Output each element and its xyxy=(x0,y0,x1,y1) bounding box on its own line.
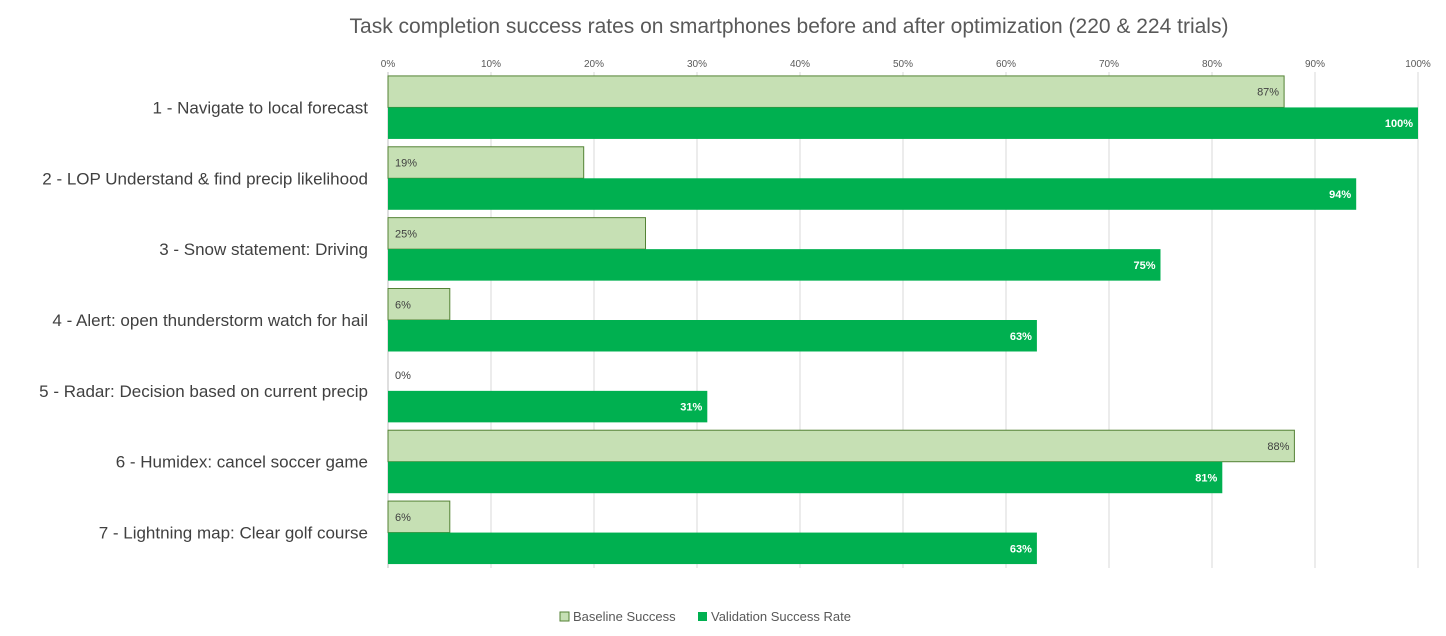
validation-data-label: 100% xyxy=(1385,118,1413,130)
baseline-bar xyxy=(387,217,646,250)
category-labels: 1 - Navigate to local forecast 2 - LOP Un… xyxy=(39,98,368,542)
category-label: 7 - Lightning map: Clear golf course xyxy=(99,524,368,543)
chart-title: Task completion success rates on smartph… xyxy=(350,15,1229,38)
legend-swatch xyxy=(698,612,707,621)
x-tick-label: 40% xyxy=(790,59,810,70)
x-tick-label: 0% xyxy=(381,59,396,70)
validation-bar xyxy=(388,320,1037,352)
baseline-data-label: 87% xyxy=(1257,87,1279,99)
legend-swatch xyxy=(559,611,570,622)
validation-data-label: 81% xyxy=(1195,472,1217,484)
validation-data-label: 63% xyxy=(1010,331,1032,343)
baseline-data-label: 19% xyxy=(395,158,417,170)
x-axis-ticks: 0% 10% 20% 30% 40% 50% 60% 70% 80% 90% 100% xyxy=(381,59,1431,70)
baseline-data-label: 0% xyxy=(395,370,411,382)
x-tick-label: 80% xyxy=(1202,59,1222,70)
category-label: 3 - Snow statement: Driving xyxy=(159,240,368,259)
baseline-data-label: 25% xyxy=(395,228,417,240)
validation-data-label: 31% xyxy=(680,402,702,414)
legend-entry: Validation Success Rate xyxy=(711,609,851,624)
validation-bar xyxy=(388,178,1357,210)
validation-data-label: 63% xyxy=(1010,543,1032,555)
category-label: 1 - Navigate to local forecast xyxy=(153,98,369,117)
validation-bar xyxy=(388,249,1161,281)
x-tick-label: 10% xyxy=(481,59,501,70)
category-label: 4 - Alert: open thunderstorm watch for h… xyxy=(52,311,368,330)
category-label: 5 - Radar: Decision based on current pre… xyxy=(39,382,368,401)
x-tick-label: 100% xyxy=(1405,59,1431,70)
category-label: 2 - LOP Understand & find precip likelih… xyxy=(42,169,368,188)
x-tick-label: 30% xyxy=(687,59,707,70)
validation-bar xyxy=(388,107,1418,139)
x-tick-label: 60% xyxy=(996,59,1016,70)
baseline-bar xyxy=(387,500,451,534)
x-tick-label: 50% xyxy=(893,59,913,70)
validation-data-label: 75% xyxy=(1133,260,1155,272)
bars: 87% 100% 19% 94% 25% 75% 6% 63% 0% 31% 88% 81% 6% 63% xyxy=(387,75,1418,565)
validation-bar xyxy=(388,461,1223,494)
validation-bar xyxy=(388,390,708,423)
baseline-bar xyxy=(387,75,1285,108)
category-label: 6 - Humidex: cancel soccer game xyxy=(116,453,368,472)
legend-entry: Baseline Success xyxy=(573,609,676,624)
baseline-data-label: 6% xyxy=(395,299,411,311)
x-tick-label: 90% xyxy=(1305,59,1325,70)
baseline-bar xyxy=(387,429,1295,463)
validation-bar xyxy=(388,532,1037,565)
baseline-data-label: 6% xyxy=(395,512,411,524)
legend: Baseline Success Validation Success Rate xyxy=(559,609,851,624)
validation-data-label: 94% xyxy=(1329,189,1351,201)
baseline-data-label: 88% xyxy=(1267,441,1289,453)
baseline-bar xyxy=(387,146,585,179)
x-tick-label: 20% xyxy=(584,59,604,70)
x-tick-label: 70% xyxy=(1099,59,1119,70)
baseline-bar xyxy=(387,288,451,321)
